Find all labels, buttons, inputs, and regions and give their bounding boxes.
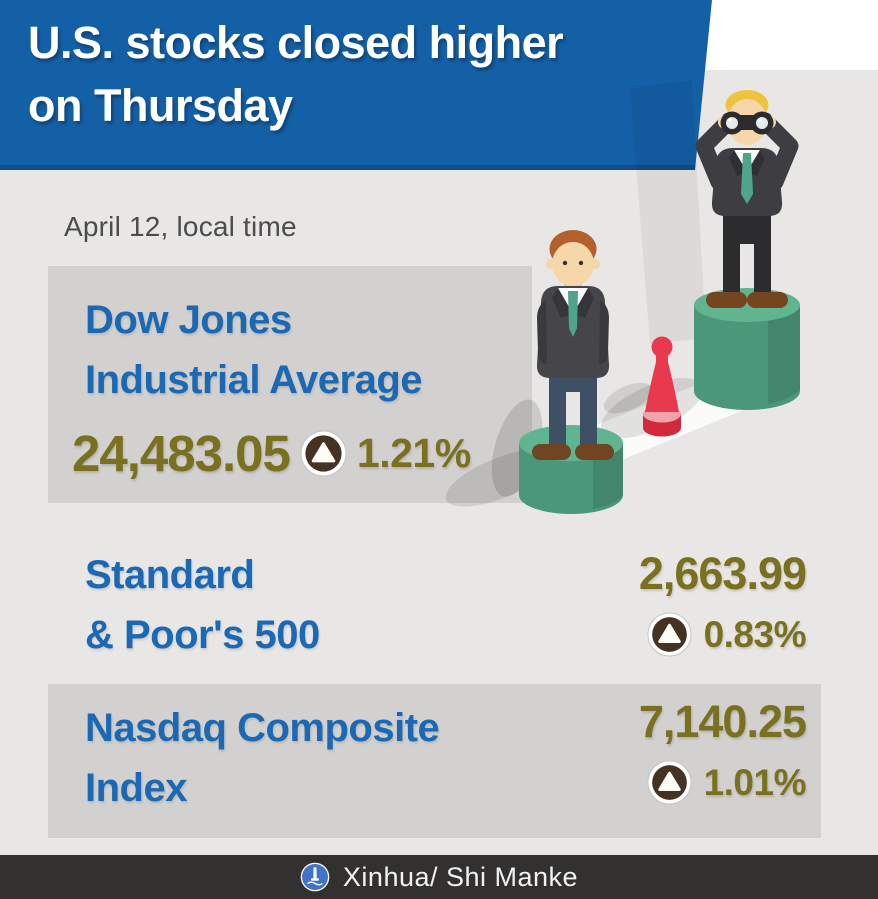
businessman-high (695, 90, 799, 308)
credit-bar: Xinhua/ Shi Manke (0, 855, 878, 899)
index-change-sp500: 0.83% (703, 613, 807, 655)
index-name-sp500: Standard & Poor's 500 (85, 545, 320, 665)
index-value-block-sp500: 2,663.99 0.83% (638, 548, 807, 657)
index-card-nasdaq: Nasdaq Composite Index 7,140.25 1.01% (48, 684, 821, 838)
index-value-sp500: 2,663.99 (638, 548, 807, 599)
binoculars-icon (720, 111, 774, 135)
tall-pedestal (694, 288, 800, 410)
index-name-dow: Dow Jones Industrial Average (85, 290, 423, 410)
businessman-low (532, 230, 614, 460)
xinhua-logo (300, 862, 330, 892)
short-pedestal (519, 425, 623, 514)
page-title-line2: on Thursday (28, 80, 293, 131)
index-name-dow-line1: Dow Jones (85, 298, 292, 342)
index-name-dow-line2: Industrial Average (85, 358, 423, 402)
header-banner: U.S. stocks closed higher on Thursday (0, 0, 712, 170)
index-value-nasdaq: 7,140.25 (638, 696, 807, 747)
hair-blond (725, 90, 769, 120)
index-name-nasdaq: Nasdaq Composite Index (85, 698, 440, 818)
index-value-row-dow: 24,483.05 1.21% (72, 424, 471, 483)
index-change-row-sp500: 0.83% (639, 612, 807, 657)
index-change-nasdaq: 1.01% (703, 761, 807, 803)
pawn-shadow (603, 382, 653, 414)
up-arrow-icon (647, 612, 692, 657)
page-title-line1: U.S. stocks closed higher (28, 17, 564, 68)
page-title: U.S. stocks closed higher on Thursday (0, 0, 712, 137)
face (727, 99, 767, 145)
index-change-row-nasdaq: 1.01% (639, 760, 807, 805)
credit-text: Xinhua/ Shi Manke (342, 861, 579, 892)
up-arrow-icon (647, 760, 692, 805)
date-note: April 12, local time (64, 211, 297, 242)
face (552, 242, 594, 286)
index-value-dow: 24,483.05 (72, 425, 291, 482)
cylinder-shadow (600, 377, 704, 439)
index-name-sp500-line2: & Poor's 500 (85, 613, 320, 657)
index-value-block-nasdaq: 7,140.25 1.01% (638, 696, 807, 805)
index-name-nasdaq-line1: Nasdaq Composite (85, 706, 440, 750)
index-name-nasdaq-line2: Index (85, 766, 187, 810)
hair-brown (549, 230, 597, 268)
index-card-dow: Dow Jones Industrial Average 24,483.05 1… (48, 266, 532, 503)
red-pawn (643, 336, 681, 437)
index-change-dow: 1.21% (356, 430, 471, 476)
white-path (528, 370, 782, 478)
up-arrow-icon (300, 430, 347, 477)
index-name-sp500-line1: Standard (85, 553, 255, 597)
